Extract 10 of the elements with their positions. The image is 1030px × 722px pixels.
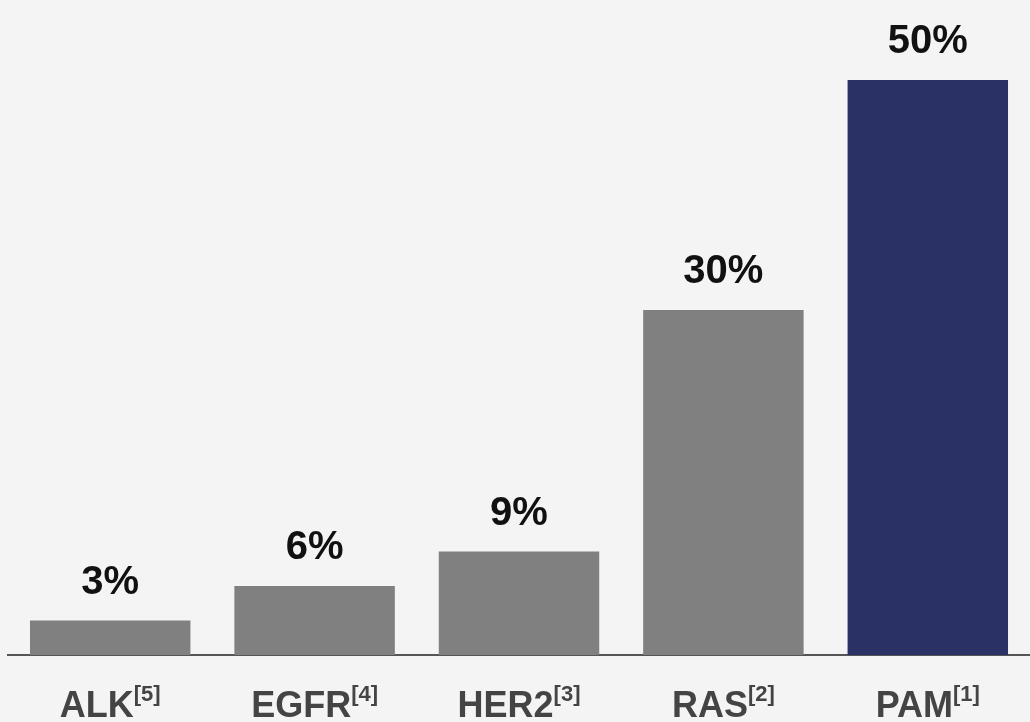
bar <box>234 586 395 655</box>
data-label: 3% <box>81 557 140 602</box>
bar <box>847 80 1009 655</box>
data-label: 6% <box>285 523 344 568</box>
data-label: 50% <box>887 17 968 62</box>
bar <box>438 551 600 655</box>
data-label: 30% <box>683 247 764 292</box>
bar <box>643 310 804 655</box>
bar <box>29 620 191 655</box>
data-label: 9% <box>490 488 548 533</box>
